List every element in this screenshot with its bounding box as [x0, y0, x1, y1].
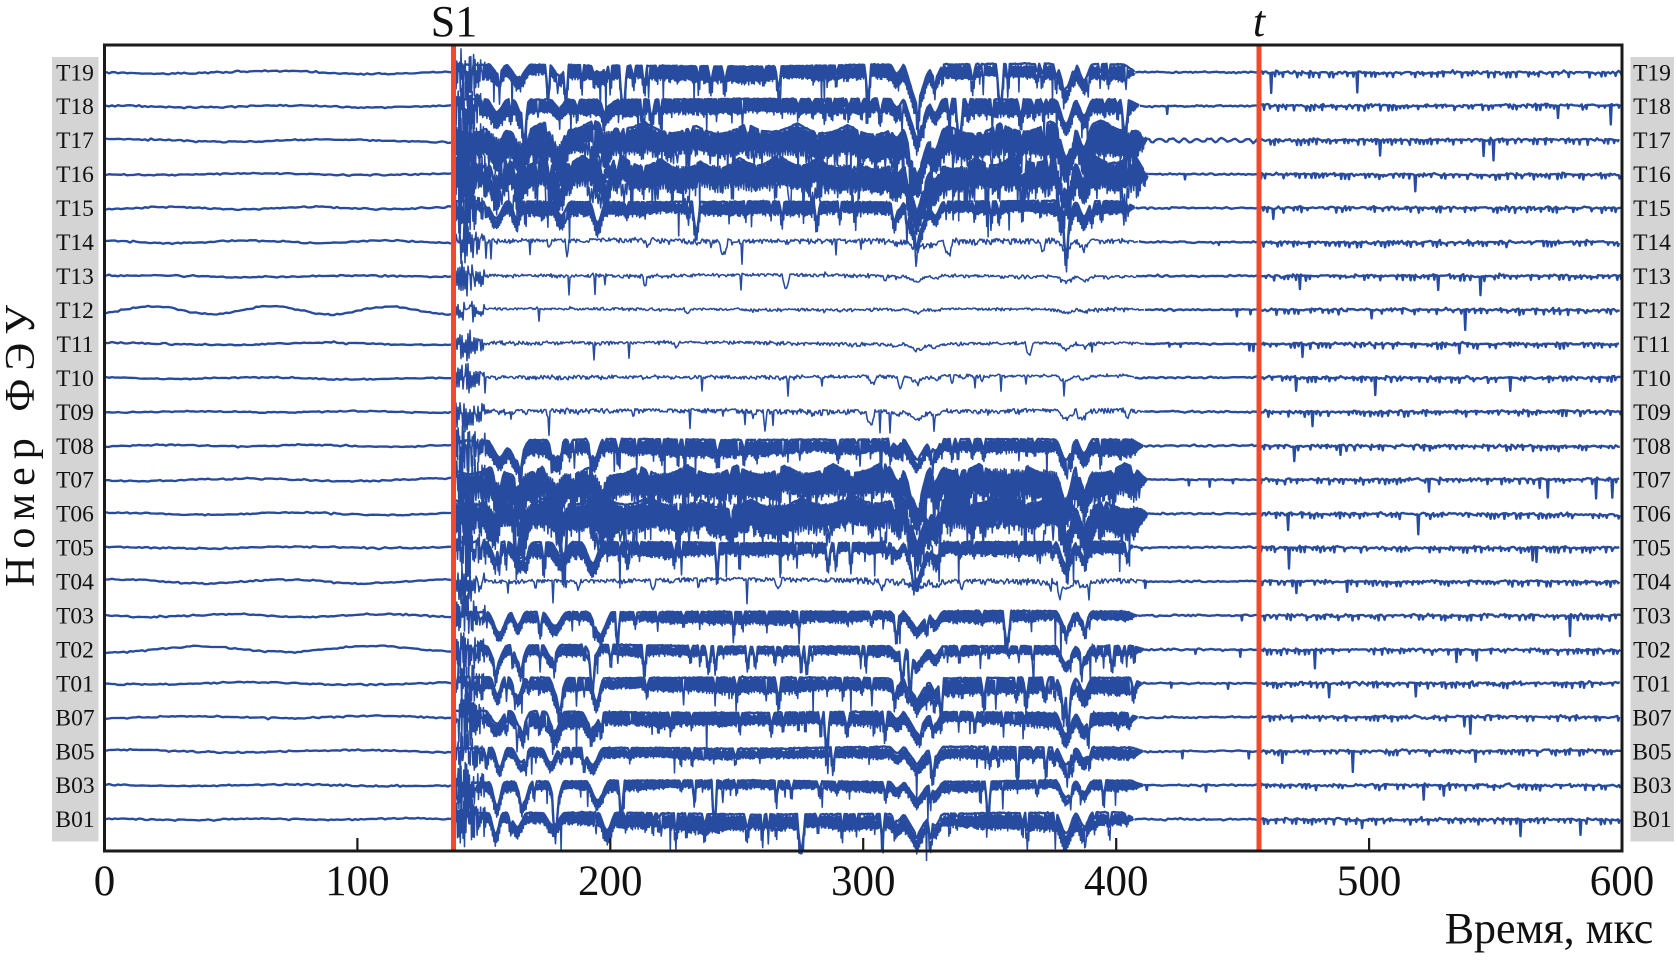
svg-text:T04: T04: [1633, 570, 1671, 596]
svg-text:T02: T02: [1633, 638, 1671, 664]
svg-text:T05: T05: [1633, 536, 1671, 562]
svg-text:B01: B01: [1632, 807, 1671, 833]
svg-text:B03: B03: [1632, 773, 1671, 799]
svg-text:T11: T11: [1634, 332, 1671, 358]
svg-text:T18: T18: [56, 94, 94, 120]
svg-text:T09: T09: [1633, 400, 1671, 426]
svg-text:300: 300: [831, 858, 896, 905]
svg-text:600: 600: [1590, 858, 1655, 905]
svg-text:400: 400: [1084, 858, 1149, 905]
svg-text:T16: T16: [1633, 162, 1671, 188]
svg-text:100: 100: [325, 858, 390, 905]
svg-text:T14: T14: [1633, 230, 1671, 256]
svg-text:T05: T05: [56, 536, 94, 562]
svg-text:T06: T06: [1633, 502, 1671, 528]
svg-text:B03: B03: [55, 773, 94, 799]
svg-text:T02: T02: [56, 638, 94, 664]
svg-text:T19: T19: [56, 60, 94, 86]
svg-text:t: t: [1253, 0, 1267, 46]
svg-text:B07: B07: [1632, 705, 1671, 731]
svg-text:T07: T07: [56, 468, 94, 494]
svg-text:T04: T04: [56, 570, 94, 596]
svg-text:T19: T19: [1633, 60, 1671, 86]
svg-text:T01: T01: [56, 671, 94, 697]
svg-text:B07: B07: [55, 705, 94, 731]
svg-text:T11: T11: [57, 332, 94, 358]
svg-text:T08: T08: [56, 434, 94, 460]
svg-text:B05: B05: [1632, 739, 1671, 765]
svg-text:T03: T03: [56, 604, 94, 630]
svg-text:T16: T16: [56, 162, 94, 188]
svg-text:B05: B05: [55, 739, 94, 765]
svg-text:T10: T10: [1633, 366, 1671, 392]
svg-text:T17: T17: [56, 128, 94, 154]
svg-text:S1: S1: [431, 0, 477, 46]
svg-text:Номер ФЭУ: Номер ФЭУ: [0, 297, 44, 587]
svg-text:T09: T09: [56, 400, 94, 426]
svg-text:T14: T14: [56, 230, 94, 256]
svg-text:T17: T17: [1633, 128, 1671, 154]
svg-text:T12: T12: [56, 298, 94, 324]
svg-text:T10: T10: [56, 366, 94, 392]
svg-text:T06: T06: [56, 502, 94, 528]
svg-text:T01: T01: [1633, 671, 1671, 697]
svg-text:200: 200: [578, 858, 643, 905]
svg-text:T07: T07: [1633, 468, 1671, 494]
svg-text:T18: T18: [1633, 94, 1671, 120]
svg-text:T13: T13: [56, 264, 94, 290]
svg-text:T15: T15: [1633, 196, 1671, 222]
svg-text:0: 0: [94, 858, 116, 905]
svg-text:T15: T15: [56, 196, 94, 222]
svg-text:B01: B01: [55, 807, 94, 833]
svg-text:T08: T08: [1633, 434, 1671, 460]
svg-text:T12: T12: [1633, 298, 1671, 324]
svg-text:T13: T13: [1633, 264, 1671, 290]
svg-text:T03: T03: [1633, 604, 1671, 630]
svg-text:Время, мкс: Время, мкс: [1445, 904, 1654, 953]
svg-text:500: 500: [1337, 858, 1402, 905]
